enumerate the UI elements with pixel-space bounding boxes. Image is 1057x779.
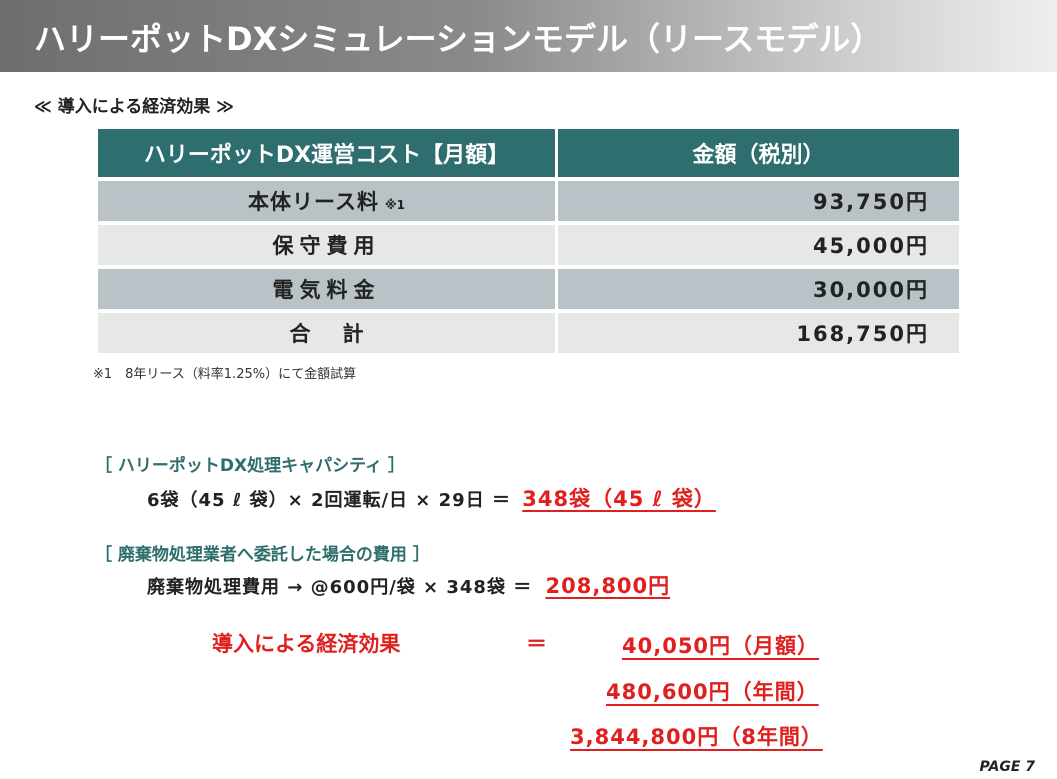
row-amount: 93,750円 xyxy=(558,181,959,221)
row-item-cell: 本体リース料 ※1 xyxy=(98,181,555,221)
column-header-amount: 金額（税別） xyxy=(558,129,959,177)
row-item-label: 本体リース料 xyxy=(248,190,379,214)
column-header-cost: ハリーポットDX運営コスト【月額】 xyxy=(98,129,555,177)
capacity-formula: 6袋（45 ℓ 袋）× 2回運転/日 × 29日 ＝ xyxy=(147,490,511,511)
table-row: 保守費用 45,000円 xyxy=(98,225,959,265)
page-number: PAGE 7 xyxy=(979,759,1035,775)
title-bar: ハリーポットDXシミュレーションモデル（リースモデル） xyxy=(0,0,1057,72)
effect-monthly: 40,050円（月額） xyxy=(622,634,820,658)
waste-cost-formula-line: 廃棄物処理費用 → @600円/袋 × 348袋 ＝ 208,800円 xyxy=(147,570,670,600)
page-title: ハリーポットDXシミュレーションモデル（リースモデル） xyxy=(34,20,883,58)
row-amount: 45,000円 xyxy=(558,225,959,265)
economic-effect-label: 導入による経済効果 xyxy=(212,632,401,656)
footnote: ※1 8年リース（料率1.25%）にて金額試算 xyxy=(93,367,357,382)
row-item-label: 合計 xyxy=(98,313,555,353)
section-heading: ≪ 導入による経済効果 ≫ xyxy=(34,97,234,117)
waste-cost-formula: 廃棄物処理費用 → @600円/袋 × 348袋 ＝ xyxy=(147,577,533,598)
note-mark: ※1 xyxy=(384,198,405,212)
capacity-result: 348袋（45 ℓ 袋） xyxy=(522,487,716,511)
table-header-row: ハリーポットDX運営コスト【月額】 金額（税別） xyxy=(98,129,959,177)
table-row-total: 合計 168,750円 xyxy=(98,313,959,353)
row-item-label: 電気料金 xyxy=(98,269,555,309)
row-amount: 30,000円 xyxy=(558,269,959,309)
waste-cost-label: ［ 廃棄物処理業者へ委託した場合の費用 ］ xyxy=(95,545,430,565)
cost-table: ハリーポットDX運営コスト【月額】 金額（税別） 本体リース料 ※1 93,750… xyxy=(95,125,962,357)
table-row: 本体リース料 ※1 93,750円 xyxy=(98,181,959,221)
effect-eight-years: 3,844,800円（8年間） xyxy=(570,725,823,749)
effect-yearly: 480,600円（年間） xyxy=(606,680,819,704)
capacity-formula-line: 6袋（45 ℓ 袋）× 2回運転/日 × 29日 ＝ 348袋（45 ℓ 袋） xyxy=(147,483,730,513)
table-row: 電気料金 30,000円 xyxy=(98,269,959,309)
waste-cost-result: 208,800円 xyxy=(545,574,671,598)
row-amount: 168,750円 xyxy=(558,313,959,353)
capacity-label: ［ ハリーポットDX処理キャパシティ ］ xyxy=(95,456,406,476)
economic-effect-equals: ＝ xyxy=(526,632,547,656)
row-item-label: 保守費用 xyxy=(98,225,555,265)
